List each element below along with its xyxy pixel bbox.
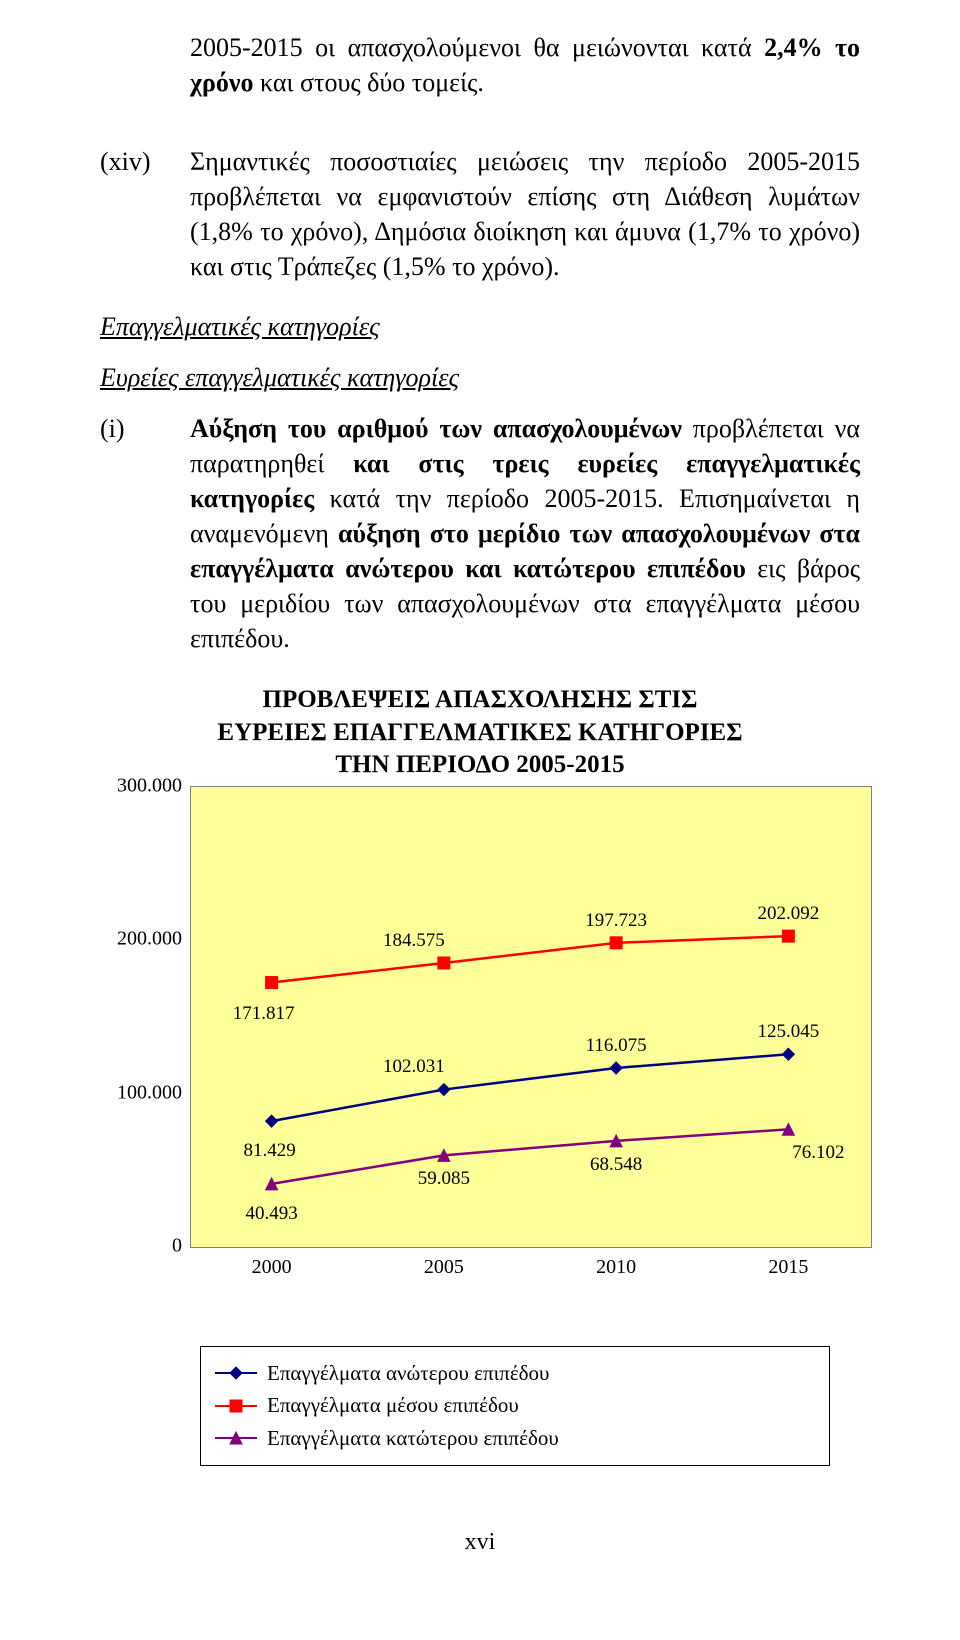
series-marker (610, 1062, 622, 1074)
data-label: 68.548 (590, 1152, 642, 1178)
data-label: 202.092 (758, 901, 820, 927)
series-marker (438, 1083, 450, 1095)
series-line (272, 1129, 789, 1184)
ytick-label: 100.000 (92, 1079, 182, 1106)
empty-label (100, 30, 190, 100)
data-label: 184.575 (383, 928, 445, 954)
data-label: 171.817 (233, 1002, 295, 1028)
chart-title-l1: ΠΡΟΒΛΕΨΕΙΣ ΑΠΑΣΧΟΛΗΣΗΣ ΣΤΙΣ (100, 684, 860, 717)
data-label: 125.045 (758, 1019, 820, 1045)
series-marker (438, 957, 450, 969)
item-xiv-label: (xiv) (100, 144, 190, 284)
item-i: (i) Αύξηση του αριθμού των απασχολουμένω… (100, 411, 860, 657)
legend-item: Επαγγέλματα μέσου επιπέδου (215, 1389, 815, 1422)
heading-eureies: Ευρείες επαγγελματικές κατηγορίες (100, 360, 860, 395)
item-i-label: (i) (100, 411, 190, 657)
legend-item: Επαγγέλματα κατώτερου επιπέδου (215, 1422, 815, 1455)
para-continuation: 2005-2015 οι απασχολούμενοι θα μειώνοντα… (100, 30, 860, 100)
series-marker (782, 930, 794, 942)
legend-text: Επαγγέλματα ανώτερου επιπέδου (267, 1357, 549, 1390)
employment-chart: 0100.000200.000300.000200020052010201581… (90, 786, 890, 1296)
chart-title-l3: ΤΗΝ ΠΕΡΙΟΔΟ 2005-2015 (100, 749, 860, 782)
item-i-b1: Αύξηση του αριθμού των απασχολουμένων (190, 414, 682, 443)
para-top: 2005-2015 οι απασχολούμενοι θα μειώνοντα… (190, 30, 860, 100)
page-number: xvi (100, 1526, 860, 1558)
xtick-label: 2015 (768, 1254, 808, 1281)
legend-text: Επαγγέλματα μέσου επιπέδου (267, 1389, 519, 1422)
series-line (272, 1054, 789, 1121)
data-label: 76.102 (792, 1140, 844, 1166)
data-label: 102.031 (383, 1055, 445, 1081)
para-top-prefix: 2005-2015 οι απασχολούμενοι θα μειώνοντα… (190, 33, 764, 62)
item-xiv: (xiv) Σημαντικές ποσοστιαίες μειώσεις τη… (100, 144, 860, 284)
series-marker (782, 1048, 794, 1060)
item-i-text: Αύξηση του αριθμού των απασχολουμένων πρ… (190, 411, 860, 657)
data-label: 197.723 (585, 908, 647, 934)
xtick-label: 2010 (596, 1254, 636, 1281)
para-top-suffix: και στους δύο τομείς. (254, 68, 484, 97)
series-line (272, 936, 789, 982)
data-label: 81.429 (243, 1138, 295, 1164)
chart-title: ΠΡΟΒΛΕΨΕΙΣ ΑΠΑΣΧΟΛΗΣΗΣ ΣΤΙΣ ΕΥΡΕΙΕΣ ΕΠΑΓ… (100, 684, 860, 782)
legend-text: Επαγγέλματα κατώτερου επιπέδου (267, 1422, 559, 1455)
data-label: 116.075 (586, 1033, 647, 1059)
series-marker (266, 1115, 278, 1127)
legend-swatch (215, 1363, 257, 1383)
legend-swatch (215, 1428, 257, 1448)
heading-epaggel: Επαγγελματικές κατηγορίες (100, 309, 860, 344)
ytick-label: 0 (92, 1232, 182, 1259)
series-marker (266, 976, 278, 988)
chart-title-l2: ΕΥΡΕΙΕΣ ΕΠΑΓΓΕΛΜΑΤΙΚΕΣ ΚΑΤΗΓΟΡΙΕΣ (100, 717, 860, 750)
series-marker (610, 937, 622, 949)
ytick-label: 200.000 (92, 926, 182, 953)
chart-legend: Επαγγέλματα ανώτερου επιπέδουΕπαγγέλματα… (200, 1346, 830, 1466)
xtick-label: 2005 (424, 1254, 464, 1281)
data-label: 40.493 (245, 1201, 297, 1227)
ytick-label: 300.000 (92, 772, 182, 799)
data-label: 59.085 (418, 1166, 470, 1192)
legend-item: Επαγγέλματα ανώτερου επιπέδου (215, 1357, 815, 1390)
item-xiv-text: Σημαντικές ποσοστιαίες μειώσεις την περί… (190, 144, 860, 284)
xtick-label: 2000 (252, 1254, 292, 1281)
legend-swatch (215, 1396, 257, 1416)
